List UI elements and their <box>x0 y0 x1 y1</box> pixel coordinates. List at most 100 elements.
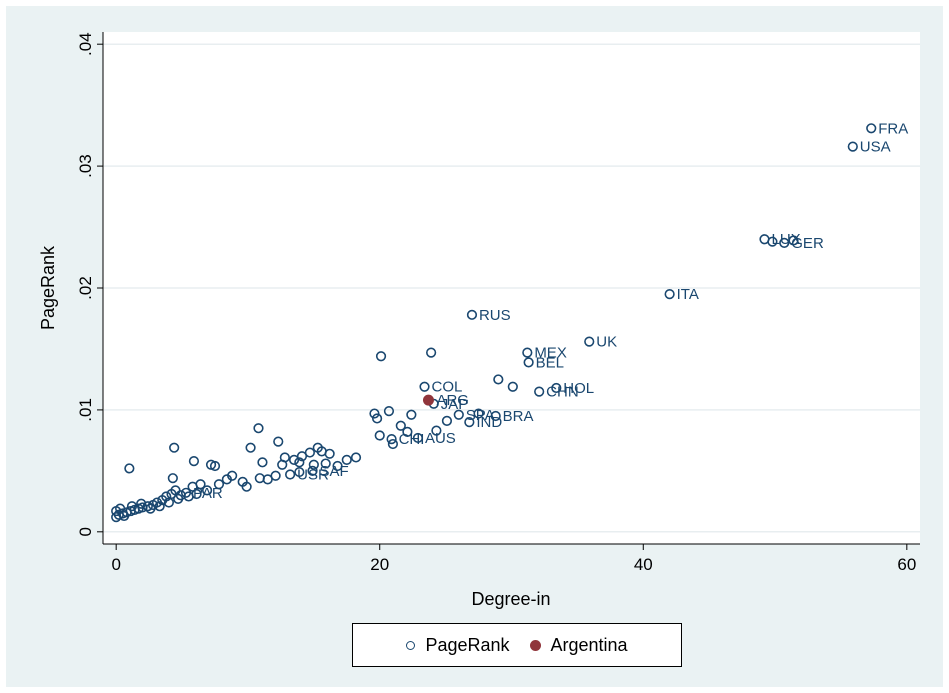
data-point <box>169 442 180 453</box>
data-point <box>507 381 518 392</box>
data-point <box>426 347 437 358</box>
data-point <box>387 438 399 450</box>
data-point <box>369 408 380 419</box>
point-label: CHN <box>546 384 579 401</box>
data-point <box>386 434 397 445</box>
y-tick-label: 0 <box>76 527 95 536</box>
point-label: SPA <box>466 407 495 424</box>
data-point <box>374 430 385 441</box>
data-point <box>245 442 256 453</box>
x-axis-title: Degree-in <box>471 589 550 609</box>
data-point <box>241 481 252 492</box>
data-point <box>332 460 343 472</box>
hollow-circle-marker-icon <box>406 640 416 650</box>
data-point <box>145 503 156 514</box>
point-label: ARG <box>436 392 469 409</box>
legend-item-argentina: Argentina <box>529 634 628 656</box>
data-point <box>371 413 383 424</box>
data-point <box>395 420 406 431</box>
data-point <box>288 454 300 465</box>
data-point <box>375 351 387 362</box>
data-point <box>402 426 413 437</box>
point-label: USR <box>297 467 329 484</box>
data-point <box>142 501 153 512</box>
point-label: FRA <box>878 120 908 137</box>
point-label: GER <box>791 235 824 252</box>
data-point <box>253 423 264 434</box>
gridlines <box>103 43 920 533</box>
data-point <box>419 381 430 392</box>
point-label: LUX <box>772 231 801 248</box>
data-point <box>277 459 288 470</box>
data-point <box>320 458 331 469</box>
data-point <box>294 457 305 468</box>
data-point <box>779 237 790 248</box>
point-label: ITA <box>677 286 699 303</box>
data-point <box>788 235 799 246</box>
data-point <box>294 466 305 478</box>
data-point <box>493 374 504 385</box>
point-label: PAR <box>193 485 223 502</box>
data-point <box>308 459 319 470</box>
data-point <box>847 141 858 152</box>
point-label: COL <box>432 379 463 396</box>
data-point <box>341 454 352 465</box>
point-label: BEL <box>536 354 564 371</box>
data-point <box>412 432 424 444</box>
x-tick-label: 0 <box>111 555 120 574</box>
y-tick-label: .04 <box>76 32 95 56</box>
data-point <box>551 382 562 394</box>
data-point <box>124 463 135 474</box>
data-point <box>304 447 315 458</box>
point-label: UK <box>596 334 617 351</box>
y-tick-label: .03 <box>76 154 95 178</box>
x-tick-label: 20 <box>370 555 389 574</box>
point-label: RUS <box>479 307 511 324</box>
data-point <box>523 357 534 368</box>
data-point <box>296 451 308 462</box>
data-point <box>154 501 165 512</box>
data-point <box>453 409 464 420</box>
data-point <box>534 386 545 397</box>
solid-circle-marker-icon <box>529 639 541 651</box>
legend: PageRank Argentina <box>352 623 682 667</box>
data-point <box>213 479 225 490</box>
data-point <box>157 495 168 506</box>
point-label: USA <box>860 139 891 156</box>
point-label: SAF <box>320 463 349 480</box>
point-label: BRA <box>503 408 534 425</box>
data-point <box>202 485 213 496</box>
data-point <box>221 474 232 485</box>
x-tick-label: 60 <box>897 555 916 574</box>
data-point <box>136 498 147 509</box>
point-label: IND <box>476 414 502 431</box>
data-point <box>584 336 595 347</box>
point-label: JAP <box>441 396 469 413</box>
data-point <box>466 309 478 320</box>
data-point <box>188 456 200 467</box>
data-point <box>441 415 453 426</box>
legend-label-argentina: Argentina <box>550 634 628 655</box>
data-point <box>167 473 178 484</box>
data-point <box>163 497 174 508</box>
data-point-argentina <box>422 394 434 406</box>
data-point <box>209 460 221 472</box>
data-point <box>664 288 675 300</box>
data-point <box>350 452 362 463</box>
data-point <box>431 425 442 436</box>
y-tick-label: .02 <box>76 276 95 300</box>
data-point <box>406 409 417 420</box>
data-point <box>383 406 395 417</box>
data-point <box>173 493 184 504</box>
data-point <box>324 448 335 459</box>
data-point <box>767 236 778 247</box>
data-point <box>307 465 318 476</box>
data-point <box>191 488 202 500</box>
data-points <box>111 123 877 523</box>
y-axis-title: PageRank <box>38 245 58 330</box>
data-point <box>490 410 501 422</box>
point-label: CHI <box>399 431 425 448</box>
x-tick-label: 40 <box>634 555 653 574</box>
